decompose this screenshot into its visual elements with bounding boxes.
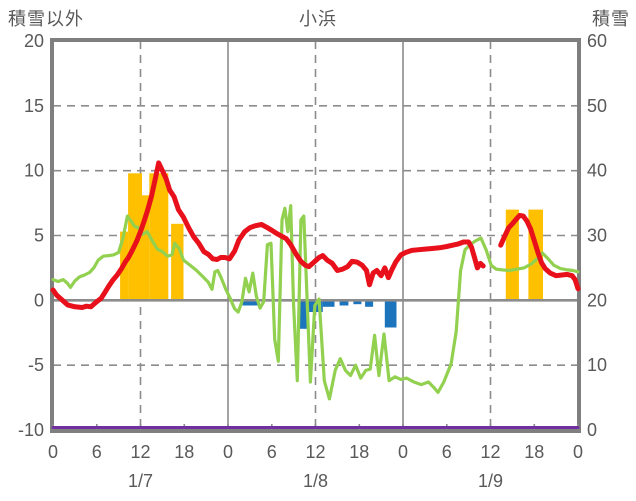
chart-title: 小浜 [299, 9, 337, 29]
svg-text:20: 20 [24, 31, 44, 51]
svg-text:15: 15 [24, 96, 44, 116]
x-axis-hour-labels: 0 6 12 18 0 6 12 18 0 6 12 18 0 [48, 442, 583, 462]
svg-text:1/7: 1/7 [128, 471, 153, 491]
left-axis-title: 積雪以外 [8, 9, 84, 29]
svg-text:12: 12 [130, 442, 150, 462]
vertical-gridlines [139, 41, 492, 430]
svg-text:18: 18 [524, 442, 544, 462]
svg-text:20: 20 [587, 290, 607, 310]
svg-text:6: 6 [442, 442, 452, 462]
svg-text:0: 0 [398, 442, 408, 462]
svg-text:1/8: 1/8 [303, 471, 328, 491]
svg-text:12: 12 [480, 442, 500, 462]
svg-text:6: 6 [92, 442, 102, 462]
orange-bars [120, 173, 543, 301]
left-axis-labels: 20 15 10 5 0 -5 -10 [18, 31, 44, 440]
right-axis-title: 積雪 [592, 9, 630, 29]
svg-text:60: 60 [587, 31, 607, 51]
svg-text:40: 40 [587, 161, 607, 181]
svg-text:0: 0 [48, 442, 58, 462]
svg-text:0: 0 [573, 442, 583, 462]
svg-text:-5: -5 [28, 355, 44, 375]
svg-text:0: 0 [587, 420, 597, 440]
x-axis-day-labels: 1/7 1/8 1/9 [128, 471, 503, 491]
svg-text:0: 0 [34, 290, 44, 310]
right-axis-labels: 60 50 40 30 20 10 0 [587, 31, 607, 440]
svg-text:30: 30 [587, 226, 607, 246]
svg-text:12: 12 [305, 442, 325, 462]
svg-text:10: 10 [587, 355, 607, 375]
red-line [50, 160, 581, 310]
svg-text:18: 18 [174, 442, 194, 462]
svg-text:-10: -10 [18, 420, 44, 440]
svg-text:10: 10 [24, 161, 44, 181]
svg-text:18: 18 [349, 442, 369, 462]
svg-text:0: 0 [223, 442, 233, 462]
svg-text:1/9: 1/9 [478, 471, 503, 491]
svg-text:6: 6 [267, 442, 277, 462]
plot-border [50, 38, 581, 433]
svg-text:5: 5 [34, 226, 44, 246]
svg-text:50: 50 [587, 96, 607, 116]
